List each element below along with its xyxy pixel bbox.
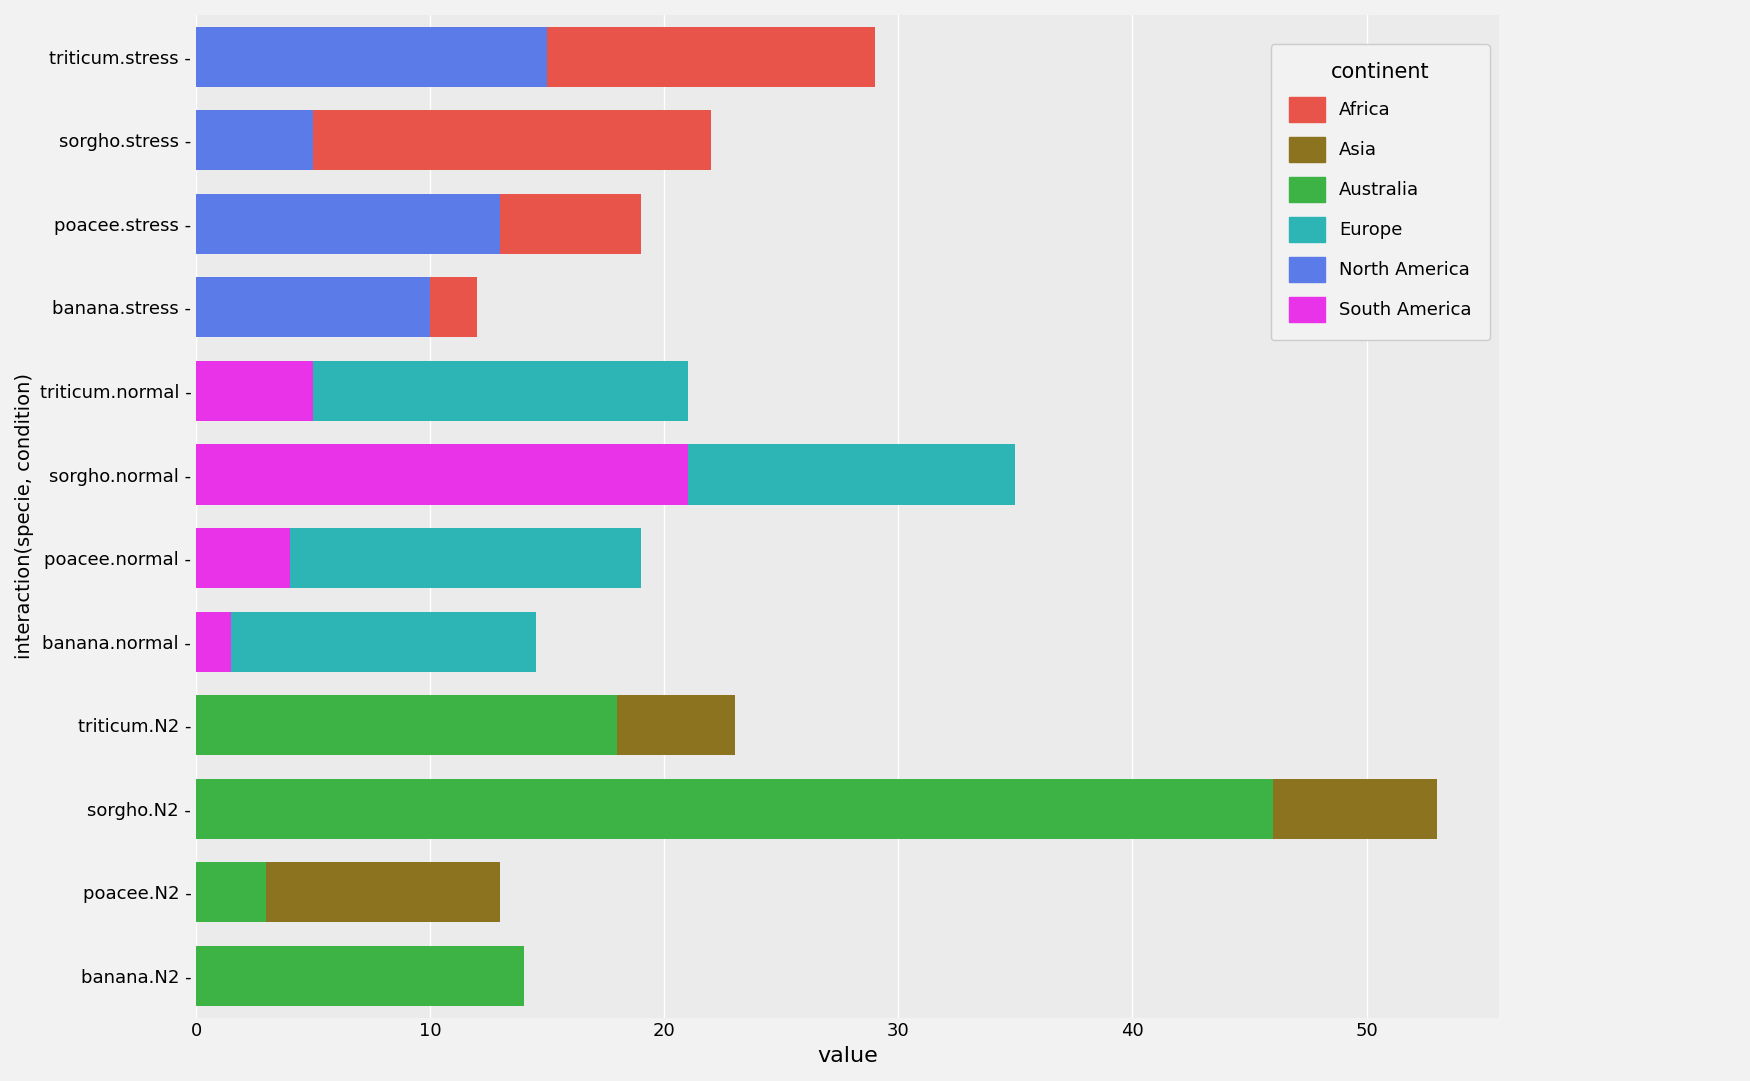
X-axis label: value: value	[817, 1046, 878, 1066]
Bar	[196, 946, 523, 1006]
Bar	[196, 110, 313, 171]
Bar	[290, 528, 640, 588]
Bar	[196, 444, 688, 505]
Bar	[196, 193, 500, 254]
Bar	[313, 361, 688, 421]
Y-axis label: interaction(specie, condition): interaction(specie, condition)	[16, 373, 33, 659]
Bar	[231, 612, 536, 671]
Bar	[196, 27, 548, 86]
Bar	[196, 612, 231, 671]
Bar	[196, 361, 313, 421]
Bar	[618, 695, 735, 756]
Bar	[266, 863, 500, 922]
Bar	[688, 444, 1015, 505]
Bar	[548, 27, 875, 86]
Bar	[196, 695, 618, 756]
Bar	[1272, 778, 1437, 839]
Bar	[196, 278, 430, 337]
Bar	[196, 863, 266, 922]
Legend: Africa, Asia, Australia, Europe, North America, South America: Africa, Asia, Australia, Europe, North A…	[1270, 44, 1489, 341]
Bar	[196, 778, 1272, 839]
Bar	[430, 278, 478, 337]
Bar	[313, 110, 710, 171]
Bar	[196, 528, 290, 588]
Bar	[500, 193, 640, 254]
